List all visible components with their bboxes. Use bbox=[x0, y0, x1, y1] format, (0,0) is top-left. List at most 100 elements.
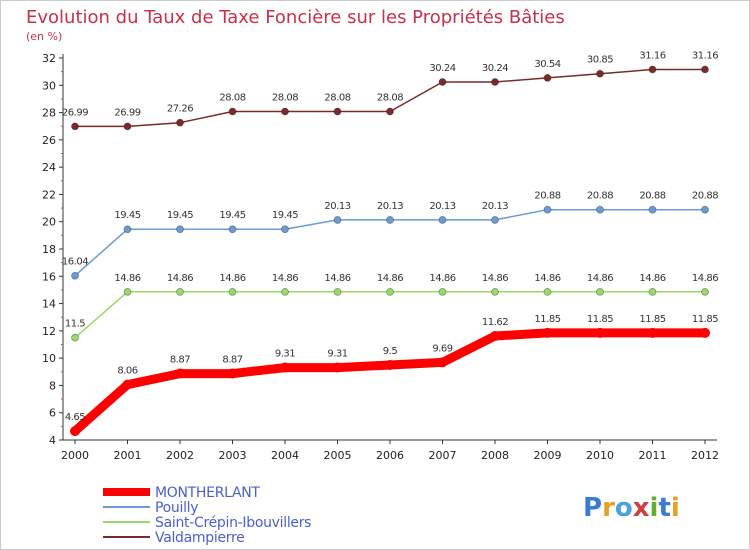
data-label: 20.13 bbox=[429, 201, 455, 212]
data-point bbox=[281, 107, 289, 116]
data-label: 20.13 bbox=[482, 201, 508, 212]
data-label: 8.06 bbox=[117, 366, 137, 377]
logo-letter: o bbox=[615, 493, 633, 523]
data-point bbox=[71, 122, 79, 131]
data-point bbox=[280, 362, 290, 373]
y-tick-label: 18 bbox=[42, 243, 56, 256]
data-point bbox=[596, 287, 604, 296]
data-point bbox=[437, 357, 448, 368]
data-label: 11.85 bbox=[639, 314, 665, 325]
x-tick-label: 2010 bbox=[586, 449, 614, 462]
logo-letter: r bbox=[602, 493, 615, 523]
y-tick-label: 10 bbox=[42, 352, 56, 365]
y-tick-label: 20 bbox=[42, 216, 56, 229]
y-tick-label: 22 bbox=[42, 188, 56, 201]
x-tick-label: 2004 bbox=[271, 449, 299, 462]
axes: 4 6 8 10 12 14 16 18 20 22 24 26 28 30 32 2000 2001 2002 2… bbox=[42, 52, 719, 462]
data-point bbox=[123, 122, 132, 131]
data-label: 19.45 bbox=[219, 210, 245, 221]
data-label: 27.26 bbox=[167, 104, 193, 115]
data-point bbox=[701, 287, 709, 296]
data-label: 14.86 bbox=[429, 273, 455, 284]
data-label: 20.13 bbox=[377, 201, 403, 212]
logo-letter: i bbox=[671, 493, 680, 523]
x-tick-label: 2012 bbox=[691, 449, 719, 462]
data-label: 30.85 bbox=[587, 55, 613, 66]
data-point bbox=[333, 216, 342, 224]
logo-text: Proxiti bbox=[583, 493, 680, 523]
data-label: 26.99 bbox=[62, 107, 88, 118]
x-tick-label: 2008 bbox=[481, 449, 509, 462]
data-point bbox=[71, 271, 79, 280]
data-label: 14.86 bbox=[272, 273, 298, 284]
chart-subtitle: (en %) bbox=[26, 30, 62, 43]
legend: MONTHERLANTPouillySaint-Crépin-Ibouville… bbox=[103, 485, 311, 546]
y-tick-label: 26 bbox=[42, 134, 56, 147]
data-label: 28.08 bbox=[377, 92, 403, 103]
data-point bbox=[543, 287, 552, 296]
series-montherlant: 4.65 8.06 8.87 8.87 9.31 9.31 9.5 9.69 11.62 11.8… bbox=[65, 314, 719, 437]
data-label: 28.08 bbox=[272, 92, 298, 103]
data-label: 20.13 bbox=[324, 201, 350, 212]
series-pouilly: 16.04 19.45 19.45 19.45 19.45 20.13 20.13 20.13… bbox=[62, 191, 719, 280]
y-tick-label: 16 bbox=[42, 270, 56, 283]
data-point bbox=[122, 379, 133, 390]
data-label: 20.88 bbox=[587, 191, 613, 202]
data-label: 9.31 bbox=[327, 349, 347, 360]
data-point bbox=[228, 287, 237, 296]
data-point bbox=[701, 65, 709, 74]
data-point bbox=[700, 327, 710, 338]
data-point bbox=[333, 107, 342, 116]
data-point bbox=[281, 287, 289, 296]
x-tick-label: 2006 bbox=[376, 449, 404, 462]
proxiti-logo: Proxiti bbox=[583, 493, 680, 523]
y-tick-label: 30 bbox=[42, 79, 56, 92]
data-point bbox=[648, 65, 657, 74]
logo-letter: i bbox=[650, 493, 659, 523]
y-tick-label: 8 bbox=[49, 379, 56, 392]
data-label: 19.45 bbox=[167, 210, 193, 221]
data-label: 14.86 bbox=[167, 273, 193, 284]
y-tick-label: 6 bbox=[49, 407, 56, 420]
x-tick-label: 2009 bbox=[534, 449, 562, 462]
data-point bbox=[648, 287, 657, 296]
data-label: 19.45 bbox=[114, 210, 140, 221]
data-label: 31.16 bbox=[639, 50, 665, 61]
data-label: 20.88 bbox=[639, 191, 665, 202]
data-point bbox=[386, 107, 394, 116]
data-label: 28.08 bbox=[324, 92, 350, 103]
data-point bbox=[333, 287, 342, 296]
data-label: 26.99 bbox=[114, 107, 140, 118]
data-point bbox=[71, 333, 79, 342]
data-point bbox=[386, 287, 394, 296]
data-label: 9.31 bbox=[275, 349, 295, 360]
data-label: 16.04 bbox=[62, 257, 88, 268]
data-point bbox=[332, 362, 343, 373]
data-point bbox=[386, 216, 394, 224]
data-label: 14.86 bbox=[534, 273, 560, 284]
data-point bbox=[385, 359, 395, 370]
logo-letter: t bbox=[658, 493, 670, 523]
data-point bbox=[438, 78, 447, 86]
x-tick-label: 2001 bbox=[114, 449, 142, 462]
data-label: 11.62 bbox=[482, 317, 508, 328]
data-point bbox=[438, 216, 447, 224]
data-label: 30.54 bbox=[534, 59, 560, 70]
data-point bbox=[543, 205, 552, 214]
data-point bbox=[70, 426, 80, 437]
data-label: 30.24 bbox=[429, 63, 455, 74]
x-tick-label: 2005 bbox=[324, 449, 352, 462]
data-label: 8.87 bbox=[170, 355, 190, 366]
data-point bbox=[543, 74, 552, 82]
data-label: 14.86 bbox=[692, 273, 718, 284]
data-point bbox=[227, 368, 238, 379]
data-point bbox=[491, 287, 499, 296]
data-label: 9.5 bbox=[383, 346, 398, 357]
data-point bbox=[176, 287, 184, 296]
data-point bbox=[542, 327, 553, 338]
y-tick-label: 32 bbox=[42, 52, 56, 65]
series-saint-cr-pin-ibouvillers: 11.5 14.86 14.86 14.86 14.86 14.86 14.86 14.86 1… bbox=[65, 273, 719, 342]
data-label: 19.45 bbox=[272, 210, 298, 221]
data-point bbox=[175, 368, 185, 379]
